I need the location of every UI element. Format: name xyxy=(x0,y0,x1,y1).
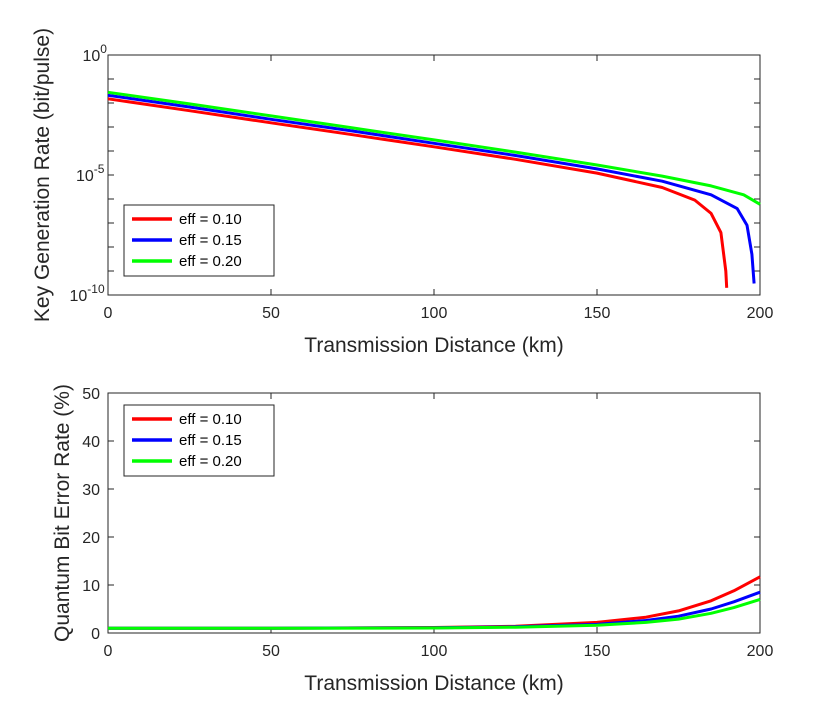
qber-x-tick-label: 0 xyxy=(104,643,113,660)
key-rate-axis-ticks xyxy=(107,54,761,296)
key-rate-series-lines xyxy=(107,90,761,288)
key-rate-y-axis-label: Key Generation Rate (bit/pulse) xyxy=(31,28,54,322)
qber-legend: eff = 0.10 eff = 0.15 eff = 0.20 xyxy=(123,404,275,477)
key-rate-x-tick-label: 150 xyxy=(584,305,611,322)
qber-legend-label-2: eff = 0.20 xyxy=(179,453,242,470)
qber-y-tick-label: 50 xyxy=(82,386,100,403)
key-rate-y-tick-exponent: -5 xyxy=(94,162,105,176)
key-rate-x-tick-label: 200 xyxy=(747,305,774,322)
qber-x-axis-label: Transmission Distance (km) xyxy=(304,672,563,695)
qber-legend-label-0: eff = 0.10 xyxy=(179,411,242,428)
key-rate-series-line-2 xyxy=(107,90,761,206)
qber-chart: 0 50 100 150 200 0 10 20 30 40 50 Transmission Di… xyxy=(51,384,773,695)
qber-y-tick-label: 20 xyxy=(82,530,100,547)
qber-series-lines xyxy=(108,575,761,630)
qber-x-tick-label: 150 xyxy=(584,643,611,660)
qber-x-tick-label: 200 xyxy=(747,643,774,660)
key-rate-y-tick-exponent: -10 xyxy=(87,282,105,296)
key-rate-series-line-0 xyxy=(107,97,729,288)
key-rate-y-tick-base: 10 xyxy=(76,168,94,185)
qber-y-tick-label: 0 xyxy=(91,626,100,643)
qber-series-line-2 xyxy=(108,597,761,630)
key-rate-legend-label-1: eff = 0.15 xyxy=(179,232,242,249)
qber-x-tick-label: 100 xyxy=(421,643,448,660)
key-rate-legend: eff = 0.10 eff = 0.15 eff = 0.20 xyxy=(123,204,275,277)
key-rate-x-tick-label: 100 xyxy=(421,305,448,322)
qber-y-tick-labels: 0 10 20 30 40 50 xyxy=(82,386,100,643)
key-rate-legend-label-0: eff = 0.10 xyxy=(179,211,242,228)
key-rate-y-tick-base: 10 xyxy=(83,48,101,65)
qber-x-tick-labels: 0 50 100 150 200 xyxy=(104,643,774,660)
key-rate-series-line-1 xyxy=(107,93,756,284)
key-rate-x-tick-label: 50 xyxy=(262,305,280,322)
key-rate-y-tick-base: 10 xyxy=(70,288,88,305)
qber-y-axis-label: Quantum Bit Error Rate (%) xyxy=(51,384,74,642)
key-rate-y-tick-label: 10-10 xyxy=(70,282,105,305)
qber-legend-label-1: eff = 0.15 xyxy=(179,432,242,449)
qber-y-tick-label: 40 xyxy=(82,434,100,451)
key-rate-y-tick-label: 10-5 xyxy=(76,162,105,185)
key-rate-x-axis-label: Transmission Distance (km) xyxy=(304,334,563,357)
qber-y-tick-label: 30 xyxy=(82,482,100,499)
qber-axis-ticks xyxy=(107,392,761,634)
key-rate-x-tick-label: 0 xyxy=(104,305,113,322)
key-rate-y-tick-label: 100 xyxy=(83,42,108,65)
key-rate-y-tick-exponent: 0 xyxy=(100,42,107,56)
qber-y-tick-label: 10 xyxy=(82,578,100,595)
qber-x-tick-label: 50 xyxy=(262,643,280,660)
key-rate-x-tick-labels: 0 50 100 150 200 xyxy=(104,305,774,322)
key-rate-legend-label-2: eff = 0.20 xyxy=(179,253,242,270)
